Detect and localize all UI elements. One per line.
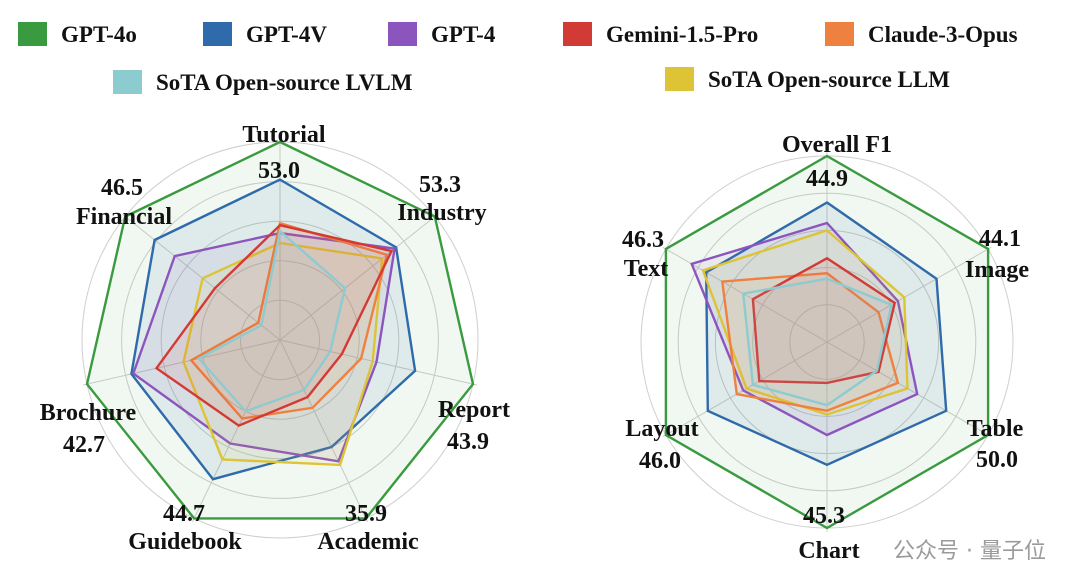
value-label-overall-f1: 44.9 <box>806 166 848 192</box>
legend-swatch-gpt-4 <box>388 22 417 46</box>
legend-swatch-claude-3-opus <box>825 22 854 46</box>
axis-label-industry: Industry <box>397 200 486 226</box>
value-label-guidebook: 44.7 <box>163 501 205 527</box>
grid-spoke <box>279 213 439 341</box>
value-label-tutorial: 53.0 <box>258 158 300 184</box>
grid-spoke <box>82 339 281 386</box>
axis-label-brochure: Brochure <box>40 400 137 426</box>
grid-spoke <box>662 246 828 343</box>
value-label-financial: 46.5 <box>101 175 143 201</box>
axis-label-guidebook: Guidebook <box>128 529 242 555</box>
axis-label-overall-f1: Overall F1 <box>782 132 892 158</box>
legend-swatch-gpt-4o <box>18 22 47 46</box>
legend-label-sota-open-source-llm: SoTA Open-source LLM <box>708 67 950 92</box>
grid-spoke <box>191 339 281 523</box>
axis-label-chart: Chart <box>798 538 859 564</box>
legend-label-gemini-1-5-pro: Gemini-1.5-Pro <box>606 22 758 47</box>
grid-spoke <box>121 213 281 341</box>
series-gpt-4 <box>131 231 396 463</box>
legend-label-gpt-4o: GPT-4o <box>61 22 137 47</box>
legend-swatch-gemini-1-5-pro <box>563 22 592 46</box>
axis-label-layout: Layout <box>625 416 698 442</box>
value-label-image: 44.1 <box>979 226 1021 252</box>
radar-chart-2: Overall F1 44.9 Image 44.1 Table 50.0 Chart 45.… <box>622 132 1029 564</box>
legend-label-claude-3-opus: Claude-3-Opus <box>868 22 1018 47</box>
axis-label-academic: Academic <box>317 529 419 555</box>
series-gemini-1-5-pro <box>751 256 897 385</box>
value-label-chart: 45.3 <box>803 503 845 529</box>
axis-label-text: Text <box>624 256 668 282</box>
series-sota-open-source-lvlm <box>196 228 347 413</box>
legend-swatch-sota-open-source-llm <box>665 67 694 91</box>
value-label-report: 43.9 <box>447 429 489 455</box>
grid-spoke <box>662 341 828 438</box>
watermark: 公众号 · 量子位 <box>893 539 1046 564</box>
grid-spoke <box>279 339 478 386</box>
value-label-text: 46.3 <box>622 227 664 253</box>
grid-spoke <box>826 246 992 343</box>
legend-swatch-sota-open-source-lvlm <box>113 70 142 94</box>
value-label-layout: 46.0 <box>639 448 681 474</box>
grid-spoke <box>826 341 992 438</box>
value-label-brochure: 42.7 <box>63 432 105 458</box>
axis-label-report: Report <box>438 397 510 423</box>
legend-label-gpt-4v: GPT-4V <box>246 22 327 47</box>
legend-label-gpt-4: GPT-4 <box>431 22 496 47</box>
axis-label-image: Image <box>965 257 1029 283</box>
legend-swatch-gpt-4v <box>203 22 232 46</box>
series-gpt-4v <box>130 178 417 481</box>
series-sota-open-source-lvlm <box>741 277 893 407</box>
value-label-table: 50.0 <box>976 447 1018 473</box>
value-label-academic: 35.9 <box>345 501 387 527</box>
axis-label-financial: Financial <box>76 204 172 230</box>
axis-label-tutorial: Tutorial <box>242 122 325 148</box>
legend: GPT-4o GPT-4V GPT-4 Gemini-1.5-Pro Claude-3-… <box>18 22 1018 95</box>
axis-label-table: Table <box>967 416 1024 442</box>
value-label-industry: 53.3 <box>419 172 461 198</box>
grid-spoke <box>279 339 369 523</box>
legend-label-sota-open-source-lvlm: SoTA Open-source LVLM <box>156 70 413 95</box>
